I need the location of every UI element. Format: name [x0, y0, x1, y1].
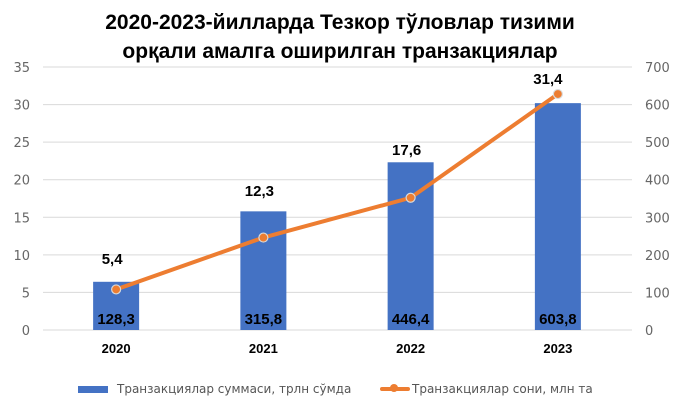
line-data-label: 5,4 — [102, 251, 124, 268]
line-marker-icon — [258, 232, 269, 243]
left-axis-tick: 35 — [13, 61, 30, 76]
left-axis-tick: 20 — [13, 174, 30, 189]
right-axis-tick: 100 — [645, 286, 670, 301]
chart-title-line-2: орқали амалга оширилган транзакциялар — [122, 40, 558, 63]
left-axis-tick: 15 — [13, 211, 30, 226]
bar-data-label: 446,4 — [392, 311, 430, 328]
bar-2023 — [534, 103, 581, 331]
bar-data-label: 128,3 — [97, 311, 135, 328]
line-data-label: 17,6 — [392, 142, 421, 159]
legend-label-bars: Транзакциялар суммаси, трлн сўмда — [117, 382, 352, 396]
line-series: 5,4 12,3 17,6 31,4 — [102, 71, 563, 295]
x-axis-categories: 2020 2021 2022 2023 — [102, 341, 573, 356]
right-axis-tick: 0 — [645, 324, 653, 339]
legend-item-line: Транзакциялар сони, млн та — [380, 382, 593, 396]
x-axis-category: 2023 — [543, 341, 572, 356]
chart-title-line-1: 2020-2023-йилларда Тезкор тўловлар тизим… — [105, 11, 575, 34]
line-marker-icon — [111, 284, 122, 295]
right-axis-tick: 700 — [645, 61, 670, 76]
line-path — [114, 92, 560, 292]
left-axis-tick: 0 — [22, 324, 30, 339]
gridlines — [43, 66, 632, 331]
left-axis-tick: 25 — [13, 136, 30, 151]
left-y-axis: 0 5 10 15 20 25 30 35 — [13, 61, 30, 339]
line-marker-swatch-icon — [380, 384, 410, 392]
chart-title: 2020-2023-йилларда Тезкор тўловлар тизим… — [0, 8, 680, 66]
left-axis-tick: 5 — [22, 286, 30, 301]
line-marker-icon — [405, 192, 416, 203]
left-axis-tick: 30 — [13, 99, 30, 114]
right-axis-tick: 300 — [645, 211, 670, 226]
right-axis-tick: 600 — [645, 99, 670, 114]
left-axis-tick: 10 — [13, 249, 30, 264]
line-marker-icon — [552, 88, 563, 100]
x-axis-category: 2022 — [396, 341, 425, 356]
legend: Транзакциялар суммаси, трлн сўмда Транза… — [0, 382, 680, 402]
right-axis-tick: 400 — [645, 174, 670, 189]
bar-2022 — [387, 162, 434, 330]
bar-swatch-icon — [78, 385, 108, 393]
bar-data-label: 315,8 — [245, 311, 283, 328]
right-y-axis: 0 100 200 300 400 500 600 700 — [645, 61, 670, 339]
legend-item-bars: Транзакциялар суммаси, трлн сўмда — [78, 382, 351, 396]
line-data-label: 12,3 — [245, 183, 274, 200]
right-axis-tick: 200 — [645, 249, 670, 264]
x-axis-category: 2021 — [249, 341, 278, 356]
x-axis-category: 2020 — [102, 341, 131, 356]
right-axis-tick: 500 — [645, 136, 670, 151]
legend-label-line: Транзакциялар сони, млн та — [412, 382, 593, 396]
bar-2021 — [240, 211, 287, 330]
bar-data-label: 603,8 — [539, 311, 577, 328]
line-data-label: 31,4 — [533, 71, 563, 88]
